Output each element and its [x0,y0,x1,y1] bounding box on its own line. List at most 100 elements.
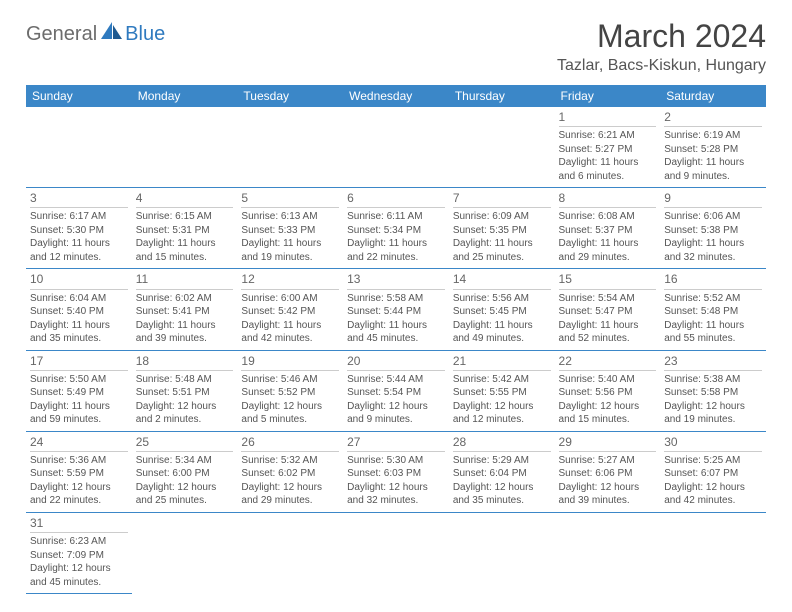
sunrise-line: Sunrise: 6:00 AM [241,292,339,306]
sunrise-line: Sunrise: 5:29 AM [453,454,551,468]
calendar-cell: 14Sunrise: 5:56 AMSunset: 5:45 PMDayligh… [449,269,555,350]
calendar-cell: 27Sunrise: 5:30 AMSunset: 6:03 PMDayligh… [343,431,449,512]
daylight-line: Daylight: 12 hours and 12 minutes. [453,400,551,427]
calendar-cell: 30Sunrise: 5:25 AMSunset: 6:07 PMDayligh… [660,431,766,512]
sunrise-line: Sunrise: 5:40 AM [559,373,657,387]
day-number: 28 [453,434,551,452]
day-number: 27 [347,434,445,452]
calendar-cell: 15Sunrise: 5:54 AMSunset: 5:47 PMDayligh… [555,269,661,350]
daylight-line: Daylight: 12 hours and 22 minutes. [30,481,128,508]
weekday-header: Monday [132,85,238,107]
daylight-line: Daylight: 11 hours and 55 minutes. [664,319,762,346]
calendar-row: 1Sunrise: 6:21 AMSunset: 5:27 PMDaylight… [26,107,766,188]
daylight-line: Daylight: 11 hours and 59 minutes. [30,400,128,427]
calendar-cell: 17Sunrise: 5:50 AMSunset: 5:49 PMDayligh… [26,350,132,431]
sunrise-line: Sunrise: 5:50 AM [30,373,128,387]
location: Tazlar, Bacs-Kiskun, Hungary [557,57,766,75]
weekday-header: Saturday [660,85,766,107]
day-number: 22 [559,353,657,371]
logo-sail-icon [101,22,123,45]
calendar-cell: 21Sunrise: 5:42 AMSunset: 5:55 PMDayligh… [449,350,555,431]
calendar-cell: 2Sunrise: 6:19 AMSunset: 5:28 PMDaylight… [660,107,766,188]
day-number: 21 [453,353,551,371]
daylight-line: Daylight: 12 hours and 9 minutes. [347,400,445,427]
daylight-line: Daylight: 11 hours and 32 minutes. [664,237,762,264]
calendar-cell: 7 Sunrise: 6:09 AMSunset: 5:35 PMDaylight… [449,188,555,269]
calendar-cell: 18Sunrise: 5:48 AMSunset: 5:51 PMDayligh… [132,350,238,431]
day-number: 23 [664,353,762,371]
day-number: 2 [664,109,762,127]
day-number: 7 [453,190,551,208]
logo: General Blue [26,22,165,47]
calendar-cell: 12Sunrise: 6:00 AMSunset: 5:42 PMDayligh… [237,269,343,350]
sunrise-line: Sunrise: 5:36 AM [30,454,128,468]
daylight-line: Daylight: 12 hours and 19 minutes. [664,400,762,427]
weekday-header: Wednesday [343,85,449,107]
calendar-cell-empty [26,107,132,188]
daylight-line: Daylight: 11 hours and 19 minutes. [241,237,339,264]
calendar-cell: 4Sunrise: 6:15 AMSunset: 5:31 PMDaylight… [132,188,238,269]
calendar-cell: 23Sunrise: 5:38 AMSunset: 5:58 PMDayligh… [660,350,766,431]
calendar-cell: 25Sunrise: 5:34 AMSunset: 6:00 PMDayligh… [132,431,238,512]
logo-text-blue: Blue [125,23,165,46]
daylight-line: Daylight: 11 hours and 25 minutes. [453,237,551,264]
sunset-line: Sunset: 5:38 PM [664,224,762,238]
sunrise-line: Sunrise: 6:19 AM [664,129,762,143]
sunset-line: Sunset: 5:56 PM [559,386,657,400]
day-number: 14 [453,271,551,289]
day-number: 31 [30,515,128,533]
day-number: 29 [559,434,657,452]
sunrise-line: Sunrise: 6:23 AM [30,535,128,549]
daylight-line: Daylight: 11 hours and 35 minutes. [30,319,128,346]
sunrise-line: Sunrise: 6:09 AM [453,210,551,224]
calendar-cell: 11Sunrise: 6:02 AMSunset: 5:41 PMDayligh… [132,269,238,350]
weekday-row: SundayMondayTuesdayWednesdayThursdayFrid… [26,85,766,107]
calendar-row: 24Sunrise: 5:36 AMSunset: 5:59 PMDayligh… [26,431,766,512]
sunset-line: Sunset: 5:35 PM [453,224,551,238]
day-number: 24 [30,434,128,452]
calendar-cell: 13Sunrise: 5:58 AMSunset: 5:44 PMDayligh… [343,269,449,350]
calendar-cell: 3Sunrise: 6:17 AMSunset: 5:30 PMDaylight… [26,188,132,269]
calendar-cell-empty [132,512,238,593]
daylight-line: Daylight: 12 hours and 35 minutes. [453,481,551,508]
sunset-line: Sunset: 5:54 PM [347,386,445,400]
calendar-cell-empty [237,107,343,188]
daylight-line: Daylight: 12 hours and 2 minutes. [136,400,234,427]
title-block: March 2024 Tazlar, Bacs-Kiskun, Hungary [557,18,766,75]
sunset-line: Sunset: 6:00 PM [136,467,234,481]
daylight-line: Daylight: 11 hours and 39 minutes. [136,319,234,346]
day-number: 12 [241,271,339,289]
sunrise-line: Sunrise: 5:58 AM [347,292,445,306]
sunset-line: Sunset: 5:41 PM [136,305,234,319]
sunset-line: Sunset: 5:59 PM [30,467,128,481]
sunrise-line: Sunrise: 5:46 AM [241,373,339,387]
header: General Blue March 2024 Tazlar, Bacs-Kis… [26,18,766,75]
sunrise-line: Sunrise: 6:13 AM [241,210,339,224]
calendar-cell: 8Sunrise: 6:08 AMSunset: 5:37 PMDaylight… [555,188,661,269]
sunset-line: Sunset: 5:31 PM [136,224,234,238]
calendar-table: SundayMondayTuesdayWednesdayThursdayFrid… [26,85,766,594]
calendar-cell: 31Sunrise: 6:23 AMSunset: 7:09 PMDayligh… [26,512,132,593]
day-number: 8 [559,190,657,208]
sunrise-line: Sunrise: 6:11 AM [347,210,445,224]
day-number: 18 [136,353,234,371]
calendar-cell: 9Sunrise: 6:06 AMSunset: 5:38 PMDaylight… [660,188,766,269]
sunset-line: Sunset: 5:40 PM [30,305,128,319]
calendar-row: 17Sunrise: 5:50 AMSunset: 5:49 PMDayligh… [26,350,766,431]
daylight-line: Daylight: 12 hours and 29 minutes. [241,481,339,508]
sunset-line: Sunset: 6:03 PM [347,467,445,481]
calendar-cell-empty [449,512,555,593]
day-number: 1 [559,109,657,127]
daylight-line: Daylight: 11 hours and 6 minutes. [559,156,657,183]
sunset-line: Sunset: 5:58 PM [664,386,762,400]
weekday-header: Thursday [449,85,555,107]
day-number: 9 [664,190,762,208]
daylight-line: Daylight: 11 hours and 52 minutes. [559,319,657,346]
calendar-cell: 16Sunrise: 5:52 AMSunset: 5:48 PMDayligh… [660,269,766,350]
daylight-line: Daylight: 11 hours and 49 minutes. [453,319,551,346]
sunset-line: Sunset: 5:49 PM [30,386,128,400]
day-number: 13 [347,271,445,289]
sunset-line: Sunset: 5:42 PM [241,305,339,319]
sunrise-line: Sunrise: 6:02 AM [136,292,234,306]
day-number: 19 [241,353,339,371]
